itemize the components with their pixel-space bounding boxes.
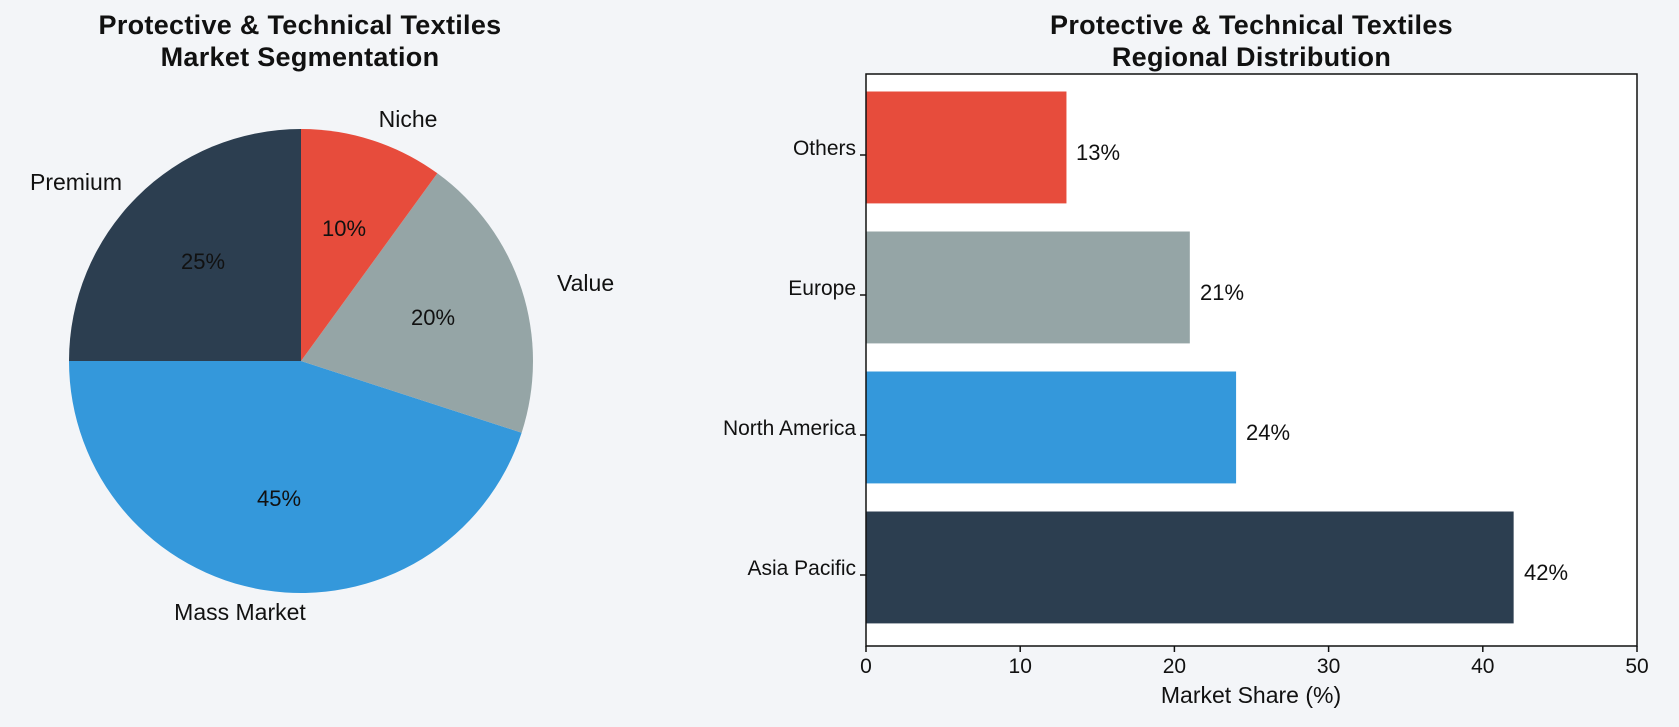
- svg-text:24%: 24%: [1246, 420, 1290, 445]
- svg-text:20: 20: [1163, 655, 1186, 678]
- svg-text:Market Share (%): Market Share (%): [1161, 682, 1341, 708]
- svg-text:Niche: Niche: [379, 106, 438, 132]
- svg-text:42%: 42%: [1524, 560, 1568, 585]
- svg-text:13%: 13%: [1076, 140, 1120, 165]
- svg-text:10%: 10%: [322, 216, 366, 241]
- svg-text:Mass Market: Mass Market: [174, 599, 306, 625]
- svg-text:Premium: Premium: [30, 169, 122, 195]
- svg-text:50: 50: [1625, 655, 1648, 678]
- svg-text:21%: 21%: [1200, 280, 1244, 305]
- svg-text:Asia Pacific: Asia Pacific: [747, 557, 856, 580]
- svg-text:North America: North America: [723, 417, 856, 440]
- svg-text:25%: 25%: [181, 249, 225, 274]
- svg-text:10: 10: [1009, 655, 1032, 678]
- svg-text:Value: Value: [557, 270, 614, 296]
- svg-text:Others: Others: [793, 137, 856, 160]
- svg-text:45%: 45%: [257, 486, 301, 511]
- svg-text:30: 30: [1317, 655, 1340, 678]
- svg-text:40: 40: [1471, 655, 1494, 678]
- svg-text:Europe: Europe: [788, 277, 856, 300]
- svg-text:0: 0: [860, 655, 872, 678]
- svg-text:20%: 20%: [411, 305, 455, 330]
